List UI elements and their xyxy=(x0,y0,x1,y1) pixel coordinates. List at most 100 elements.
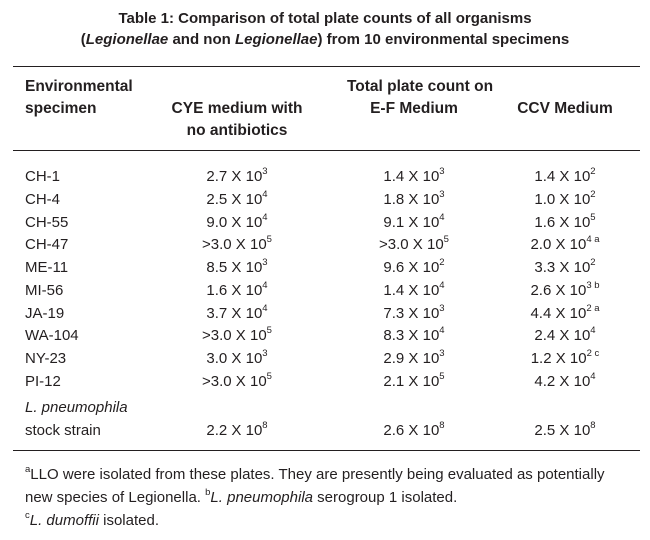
cell-exponent: 3 b xyxy=(586,280,600,291)
table-cell-ef: 9.6 X 102 xyxy=(334,258,494,278)
stock-cye-exp: 8 xyxy=(262,420,268,431)
cell-mantissa: 8.5 X 10 xyxy=(206,259,263,276)
cell-mantissa: 8.3 X 10 xyxy=(383,327,440,344)
table-cell-ccv: 1.0 X 102 xyxy=(500,190,630,210)
table-cell-ef: 1.4 X 104 xyxy=(334,281,494,301)
stock-cye: 2.2 X 108 xyxy=(157,421,317,441)
footnote-a-text: LLO were isolated from these plates. The… xyxy=(25,466,605,506)
cell-mantissa: 1.2 X 10 xyxy=(530,350,587,367)
cell-mantissa: 1.0 X 10 xyxy=(534,191,591,208)
cell-exponent: 3 xyxy=(262,166,268,177)
top-rule xyxy=(13,66,640,67)
table-cell-cye: 2.5 X 104 xyxy=(157,190,317,210)
cell-mantissa: 9.1 X 10 xyxy=(383,214,440,231)
table-cell-ccv: 1.4 X 102 xyxy=(500,167,630,187)
cell-exponent: 3 xyxy=(439,303,445,314)
footnote-c-species: L. dumoffii xyxy=(29,512,99,529)
table-cell-ccv: 2.6 X 103 b xyxy=(500,281,630,301)
table-row-specimen: MI-56 xyxy=(25,282,64,299)
table-cell-ccv: 3.3 X 102 xyxy=(500,258,630,278)
cell-exponent: 4 xyxy=(262,212,268,223)
cell-exponent: 3 xyxy=(262,348,268,359)
table-cell-cye: 8.5 X 103 xyxy=(157,258,317,278)
cell-exponent: 3 xyxy=(262,257,268,268)
table-row-specimen: NY-23 xyxy=(25,350,67,367)
cell-exponent: 4 xyxy=(590,325,596,336)
table-row-specimen: ME-11 xyxy=(25,259,69,276)
cell-mantissa: 2.6 X 10 xyxy=(530,282,587,299)
cell-mantissa: 1.6 X 10 xyxy=(206,282,263,299)
bottom-rule xyxy=(13,450,640,451)
table-row-specimen: PI-12 xyxy=(25,373,61,390)
table-row-specimen: CH-4 xyxy=(25,191,61,208)
cell-exponent: 4 a xyxy=(586,234,600,245)
table-cell-cye: 3.0 X 103 xyxy=(157,349,317,369)
cell-mantissa: 2.4 X 10 xyxy=(534,327,591,344)
footnote-a-mark: a xyxy=(25,464,31,475)
cell-exponent: 4 xyxy=(262,303,268,314)
table-cell-ef: 9.1 X 104 xyxy=(334,213,494,233)
table-cell-ccv: 2.4 X 104 xyxy=(500,326,630,346)
cell-exponent: 2 xyxy=(590,166,596,177)
title-line-2: (Legionellae and non Legionellae) from 1… xyxy=(0,29,650,50)
cell-mantissa: 1.8 X 10 xyxy=(383,191,440,208)
title-paren-open: ( xyxy=(80,31,86,48)
cell-mantissa: 4.4 X 10 xyxy=(530,305,587,322)
cell-mantissa: 3.0 X 10 xyxy=(206,350,263,367)
table-cell-cye: 3.7 X 104 xyxy=(157,304,317,324)
header-specimen-line1: Environmental xyxy=(25,78,133,95)
cell-exponent: 5 xyxy=(266,371,272,382)
cell-exponent: 5 xyxy=(266,325,272,336)
stock-ccv: 2.5 X 108 xyxy=(500,421,630,441)
table-cell-ef: 8.3 X 104 xyxy=(334,326,494,346)
table-cell-ef: 2.9 X 103 xyxy=(334,349,494,369)
cell-mantissa: 1.4 X 10 xyxy=(383,282,440,299)
cell-mantissa: >3.0 X 10 xyxy=(202,327,267,344)
cell-mantissa: 3.7 X 10 xyxy=(206,305,263,322)
cell-exponent: 2 xyxy=(439,257,445,268)
cell-mantissa: 2.1 X 10 xyxy=(383,373,440,390)
header-rule xyxy=(13,150,640,151)
cell-mantissa: 7.3 X 10 xyxy=(383,305,440,322)
header-cye-line2: no antibiotics xyxy=(186,122,288,139)
table-cell-ccv: 4.2 X 104 xyxy=(500,372,630,392)
cell-exponent: 2 a xyxy=(586,303,600,314)
cell-mantissa: 2.5 X 10 xyxy=(206,191,263,208)
stock-label-line2: stock strain xyxy=(25,422,101,439)
table-cell-ef: >3.0 X 105 xyxy=(334,235,494,255)
title-and-non: and non xyxy=(168,31,235,48)
stock-ef-mantissa: 2.6 X 10 xyxy=(383,422,440,439)
cell-exponent: 5 xyxy=(443,234,449,245)
table-cell-cye: >3.0 X 105 xyxy=(157,326,317,346)
table-cell-ccv: 4.4 X 102 a xyxy=(500,304,630,324)
cell-mantissa: 2.9 X 10 xyxy=(383,350,440,367)
cell-mantissa: 1.4 X 10 xyxy=(534,168,591,185)
table-title: Table 1: Comparison of total plate count… xyxy=(0,8,650,50)
cell-exponent: 5 xyxy=(266,234,272,245)
table-row-specimen: CH-55 xyxy=(25,214,69,231)
footnote-b-species: L. pneumophila xyxy=(210,489,313,506)
cell-mantissa: 1.6 X 10 xyxy=(534,214,591,231)
stock-ef-exp: 8 xyxy=(439,420,445,431)
cell-exponent: 4 xyxy=(590,371,596,382)
footnote-c-text: isolated. xyxy=(98,512,159,529)
title-line-1: Table 1: Comparison of total plate count… xyxy=(118,10,532,27)
header-cye-line1: CYE medium with xyxy=(171,100,303,117)
table-cell-ccv: 1.2 X 102 c xyxy=(500,349,630,369)
table-row-specimen: CH-1 xyxy=(25,168,61,185)
cell-mantissa: 2.0 X 10 xyxy=(530,236,587,253)
cell-mantissa: 3.3 X 10 xyxy=(534,259,591,276)
header-ef: E-F Medium xyxy=(370,100,458,117)
cell-exponent: 3 xyxy=(439,189,445,200)
table-cell-cye: >3.0 X 105 xyxy=(157,235,317,255)
table-row-specimen: WA-104 xyxy=(25,327,79,344)
cell-mantissa: 2.7 X 10 xyxy=(206,168,263,185)
cell-exponent: 3 xyxy=(439,348,445,359)
cell-mantissa: >3.0 X 10 xyxy=(202,373,267,390)
stock-ccv-mantissa: 2.5 X 10 xyxy=(534,422,591,439)
stock-cye-mantissa: 2.2 X 10 xyxy=(206,422,263,439)
footnote-c-mark: c xyxy=(25,510,30,521)
title-legionellae-2: Legionellae xyxy=(234,31,318,48)
stock-ef: 2.6 X 108 xyxy=(334,421,494,441)
cell-exponent: 5 xyxy=(439,371,445,382)
